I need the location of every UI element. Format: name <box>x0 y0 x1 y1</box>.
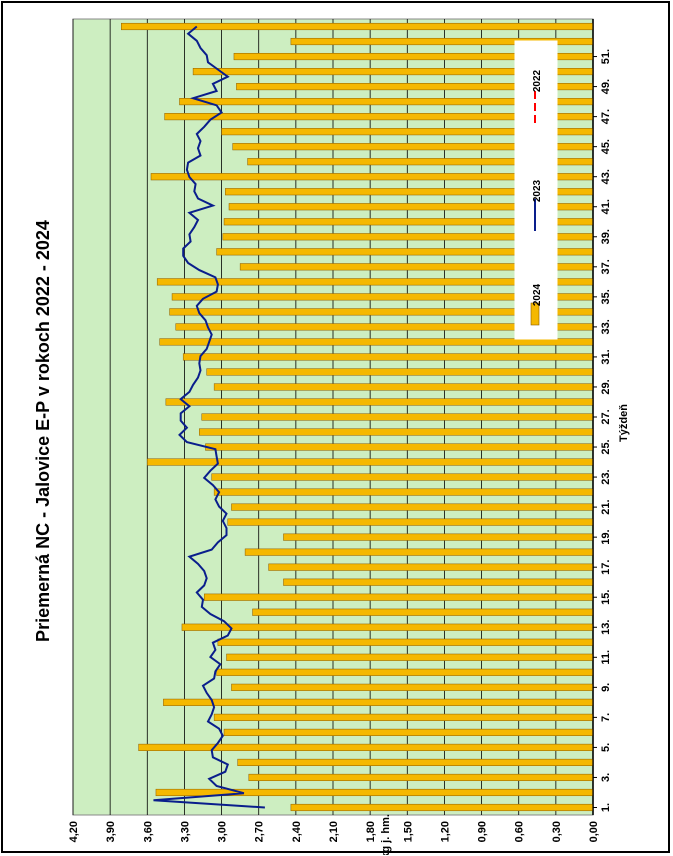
bar <box>121 22 594 31</box>
chart-title: Priemerná NC - Jalovice E-P v rokoch 202… <box>33 220 53 642</box>
bar <box>216 668 594 676</box>
bar <box>213 383 594 391</box>
x-tick-label: 13. <box>600 620 612 635</box>
x-tick-label: 11. <box>600 650 612 665</box>
bars-2024 <box>121 22 594 812</box>
bar <box>223 728 594 736</box>
x-tick-label: 31. <box>600 349 612 364</box>
axes: 0,00 0,30 0,60 0,90 1,20 1,50 1,80 2,10 2,40 2,70… <box>68 19 612 842</box>
y-tick-label: 0,30 <box>551 821 563 842</box>
bar <box>138 743 594 751</box>
bar <box>252 608 594 616</box>
x-tick-label: 33. <box>600 319 612 334</box>
y-tick-label: 4,20 <box>68 821 80 842</box>
bar <box>181 623 594 631</box>
y-tick-label: 1,80 <box>365 821 377 842</box>
y-tick-label: 2,70 <box>254 821 266 842</box>
legend-swatch-2024 <box>530 302 540 326</box>
bar <box>217 638 594 646</box>
x-tick-label: 9. <box>600 683 612 692</box>
y-tick-label: 2,10 <box>328 821 340 842</box>
bar <box>226 653 594 661</box>
y-tick-label: 1,20 <box>439 821 451 842</box>
x-tick-label: 43. <box>600 169 612 184</box>
bar <box>237 758 594 766</box>
x-tick-label: 23. <box>600 469 612 484</box>
bar <box>213 488 594 496</box>
bar <box>211 473 594 481</box>
legend-label-2023: 2023 <box>532 179 543 202</box>
x-tick-label: 45. <box>600 139 612 154</box>
bar <box>231 683 594 691</box>
bar <box>147 458 594 466</box>
bar <box>290 803 594 812</box>
x-tick-label: 35. <box>600 289 612 304</box>
legend-label-2024: 2024 <box>532 283 543 306</box>
x-axis-label: Týždeň <box>618 404 630 442</box>
y-tick-label: 0,00 <box>588 821 600 842</box>
bar <box>283 578 594 586</box>
bar <box>165 398 594 406</box>
y-tick-label: 0,90 <box>477 821 489 842</box>
x-tick-label: 39. <box>600 229 612 244</box>
x-tick-label: 17. <box>600 560 612 575</box>
bar <box>244 548 594 556</box>
legend-box <box>514 40 558 340</box>
bar <box>205 443 594 451</box>
x-tick-label: 29. <box>600 379 612 394</box>
y-tick-label: 3,60 <box>142 821 154 842</box>
bar <box>199 428 594 436</box>
x-tick-label: 19. <box>600 530 612 545</box>
bar <box>201 413 594 421</box>
legend: 2024 2023 2022 <box>514 40 558 340</box>
y-tick-label: 3,90 <box>105 821 117 842</box>
bar <box>227 518 594 526</box>
y-tick-label: 3,00 <box>217 821 229 842</box>
y-tick-label: 3,30 <box>179 821 191 842</box>
x-tick-label: 37. <box>600 259 612 274</box>
bar <box>248 773 594 782</box>
y-tick-label: 2,40 <box>291 821 303 842</box>
y-tick-label: 0,60 <box>514 821 526 842</box>
x-tick-label: 21. <box>600 499 612 514</box>
bar <box>231 503 594 511</box>
x-tick-label: 41. <box>600 199 612 214</box>
bar <box>203 593 594 601</box>
x-tick-label: 47. <box>600 109 612 124</box>
x-tick-label: 51. <box>600 49 612 64</box>
bar <box>283 533 594 541</box>
x-tick-label: 49. <box>600 79 612 94</box>
lines <box>153 25 265 809</box>
y-tick-label: 1,50 <box>402 821 414 842</box>
bar <box>206 368 594 376</box>
x-tick-label: 27. <box>600 409 612 424</box>
x-tick-label: 5. <box>600 743 612 752</box>
x-tick-label: 7. <box>600 713 612 722</box>
bar <box>268 563 594 571</box>
x-tick-label: 25. <box>600 439 612 454</box>
line-2023 <box>153 25 265 809</box>
bar <box>213 713 594 721</box>
y-axis-label: €/kg j. hm. <box>380 814 392 855</box>
x-tick-label: 15. <box>600 590 612 605</box>
legend-label-2022: 2022 <box>532 69 543 92</box>
bar <box>163 698 594 706</box>
bar <box>182 353 594 361</box>
x-tick-label: 1. <box>600 803 612 812</box>
chart: 0,00 0,30 0,60 0,90 1,20 1,50 1,80 2,10 2,40 2,70… <box>33 18 630 855</box>
bar <box>159 338 594 346</box>
x-tick-label: 3. <box>600 773 612 782</box>
